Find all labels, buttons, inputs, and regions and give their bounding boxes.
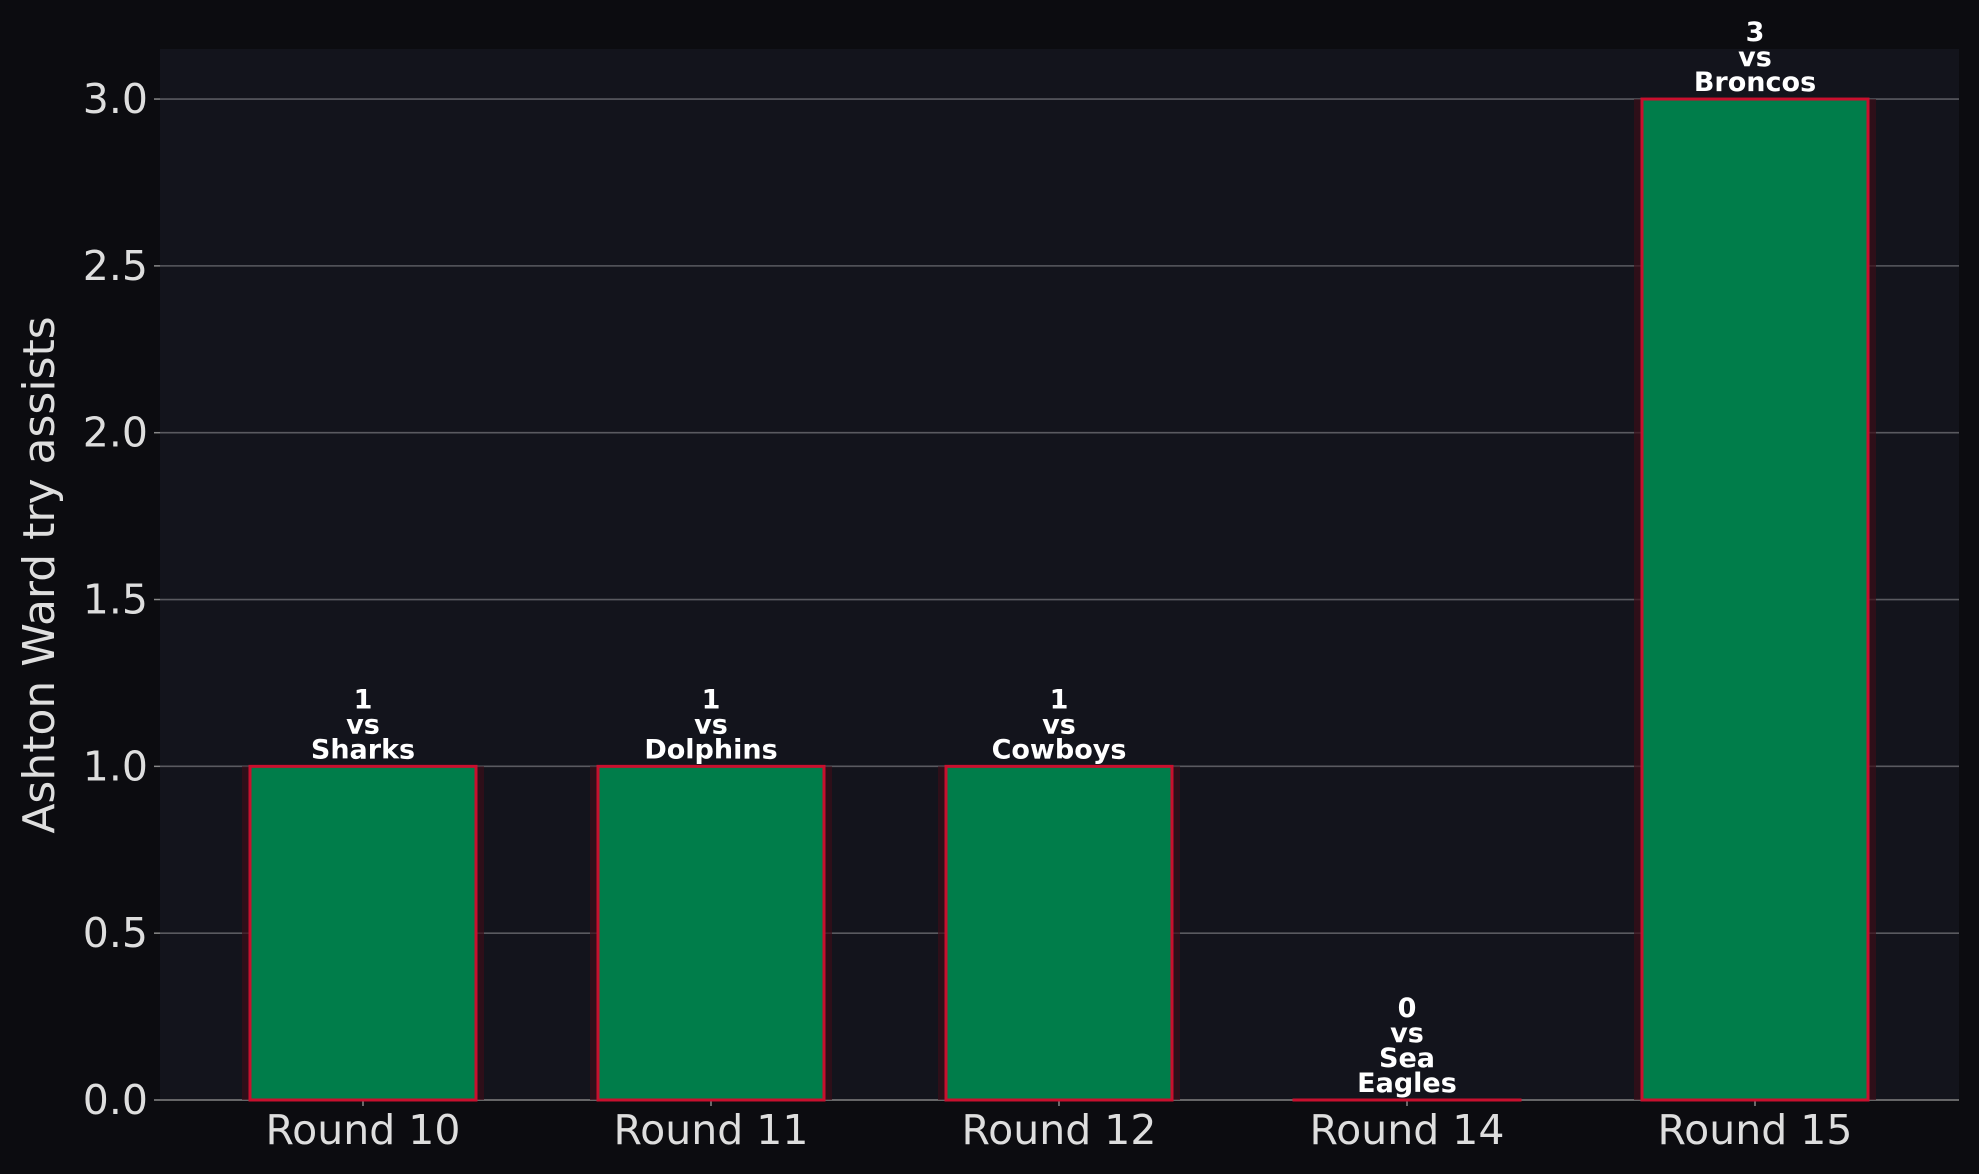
y-tick-label: 1.0 [83,742,148,790]
value-label: 3 [1746,17,1765,48]
x-tick-label: Round 12 [962,1106,1157,1154]
opponent-label: Dolphins [644,734,777,765]
opponent-label: Sharks [311,734,415,765]
vs-label: vs [1042,709,1076,740]
x-tick-label: Round 14 [1310,1106,1505,1154]
x-tick-label: Round 11 [614,1106,809,1154]
value-label: 1 [354,684,373,715]
value-label: 1 [1050,684,1069,715]
opponent-label: Sea Eagles [1357,1043,1457,1099]
bar [944,764,1174,1102]
x-tick-label: Round 15 [1658,1106,1853,1154]
value-label: 0 [1398,993,1417,1024]
bar [1640,97,1870,1102]
y-tick-label: 2.5 [83,242,148,290]
vs-label: vs [694,709,728,740]
y-tick-label: 2.0 [83,409,148,457]
y-axis-label: Ashton Ward try assists [14,316,65,833]
vs-label: vs [346,709,380,740]
y-tick-label: 1.5 [83,576,148,624]
x-tick-label: Round 10 [266,1106,461,1154]
vs-label: vs [1738,42,1772,73]
value-label: 1 [702,684,721,715]
y-tick-label: 0.5 [83,909,148,957]
vs-label: vs [1390,1018,1424,1049]
opponent-label: Broncos [1694,67,1816,98]
bar [596,764,826,1102]
y-tick-label: 0.0 [83,1076,148,1124]
y-tick-label: 3.0 [83,75,148,123]
bar [248,764,478,1102]
opponent-label: Cowboys [992,734,1127,765]
